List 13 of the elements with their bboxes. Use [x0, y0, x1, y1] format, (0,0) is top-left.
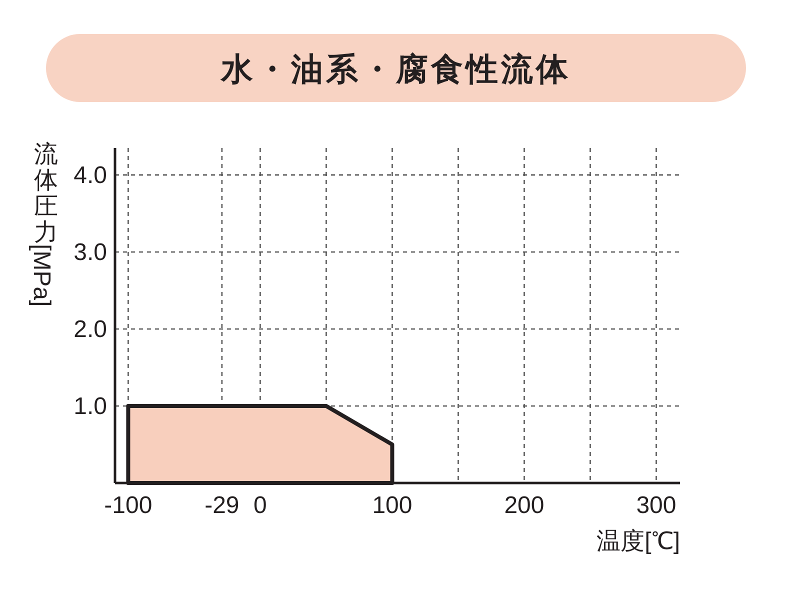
x-tick-label: 200: [504, 492, 544, 519]
x-tick-label: -100: [104, 492, 152, 519]
x-tick-label: 0: [254, 492, 267, 519]
y-tick-label: 1.0: [74, 392, 107, 420]
x-tick-label: 300: [636, 492, 676, 519]
x-tick-label: 100: [372, 492, 412, 519]
x-tick-label: -29: [204, 492, 240, 519]
y-tick-label: 4.0: [74, 162, 107, 189]
chart-title: 水・油系・腐食性流体: [220, 51, 571, 87]
x-axis-title: 温度[℃]: [596, 528, 680, 555]
y-axis-title: 流体圧力 [MPa]: [28, 141, 58, 307]
y-tick-label: 2.0: [74, 316, 107, 343]
y-tick-label: 3.0: [74, 238, 107, 266]
